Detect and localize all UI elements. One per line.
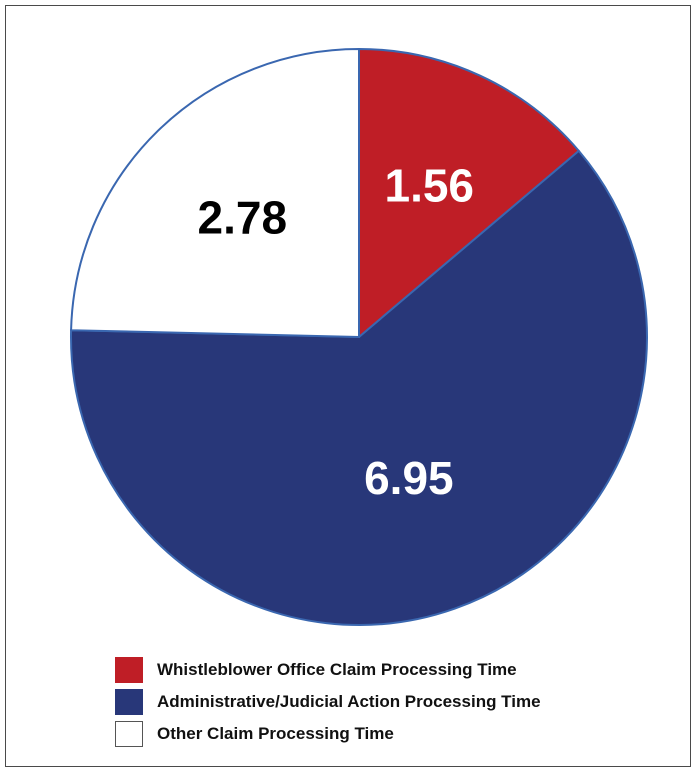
- data-label-other: 2.78: [198, 191, 288, 243]
- pie-slice-administrative: [70, 149, 648, 626]
- legend-swatch-administrative: [115, 689, 143, 715]
- legend-label-administrative: Administrative/Judicial Action Processin…: [157, 692, 541, 711]
- legend-label-whistleblower: Whistleblower Office Claim Processing Ti…: [157, 660, 517, 679]
- legend-label-other: Other Claim Processing Time: [157, 724, 394, 743]
- legend-swatch-whistleblower: [115, 657, 143, 683]
- pie-chart: 1.56 6.95 2.78: [70, 47, 648, 626]
- legend-item-whistleblower: Whistleblower Office Claim Processing Ti…: [115, 654, 541, 686]
- chart-frame: 1.56 6.95 2.78 Whistleblower Office Claim …: [5, 5, 691, 767]
- pie-slice-other: [70, 47, 360, 339]
- data-label-administrative: 6.95: [364, 452, 454, 504]
- legend-item-administrative: Administrative/Judicial Action Processin…: [115, 686, 541, 718]
- legend-swatch-other: [115, 721, 143, 747]
- data-label-whistleblower: 1.56: [384, 159, 474, 211]
- pie-slice-whistleblower: [358, 47, 581, 340]
- legend: Whistleblower Office Claim Processing Ti…: [115, 654, 541, 750]
- legend-item-other: Other Claim Processing Time: [115, 718, 541, 750]
